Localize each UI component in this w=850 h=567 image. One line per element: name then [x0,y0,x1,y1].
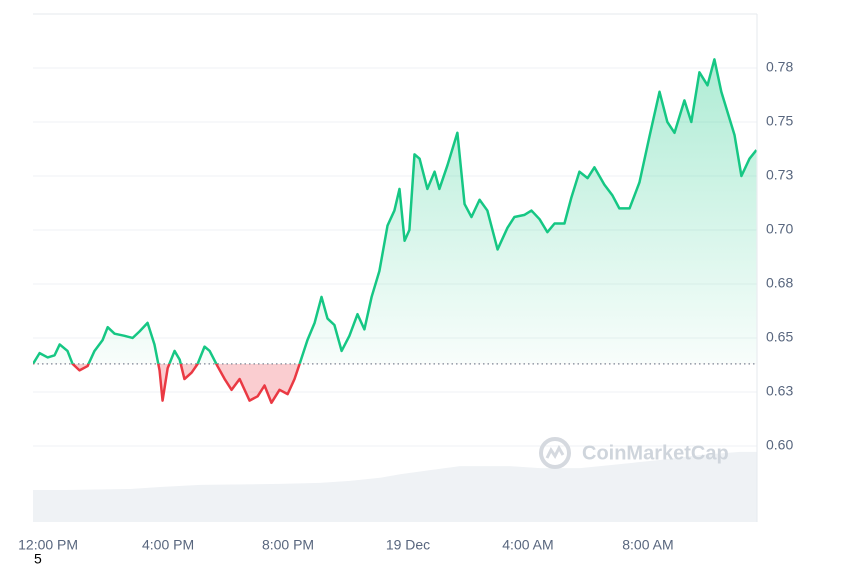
watermark: CoinMarketCap [539,437,729,469]
y-tick-label: 0.68 [766,275,793,291]
x-tick-label: 19 Dec [386,537,430,553]
y-tick-label: 0.78 [766,59,793,75]
watermark-logo [539,437,571,469]
watermark-logo [545,444,565,459]
y-tick-label: 0.75 [766,113,793,129]
volume-area [33,451,757,522]
x-tick-label: 4:00 PM [142,537,194,553]
y-tick-label: 0.70 [766,221,793,237]
x-tick-label: 12:00 PM [18,537,78,553]
watermark-text: CoinMarketCap [582,442,729,464]
y-tick-label: 0.65 [766,329,793,345]
x-tick-label: 8:00 AM [622,537,673,553]
y-tick-label: 0.73 [766,167,793,183]
x-tick-label: 8:00 PM [262,537,314,553]
annotation: 5 [34,551,42,567]
area-up [33,59,757,364]
y-tick-label: 0.60 [766,437,793,453]
y-tick-label: 0.63 [766,383,793,399]
price-line-up [33,58,757,364]
x-tick-label: 4:00 AM [502,537,553,553]
